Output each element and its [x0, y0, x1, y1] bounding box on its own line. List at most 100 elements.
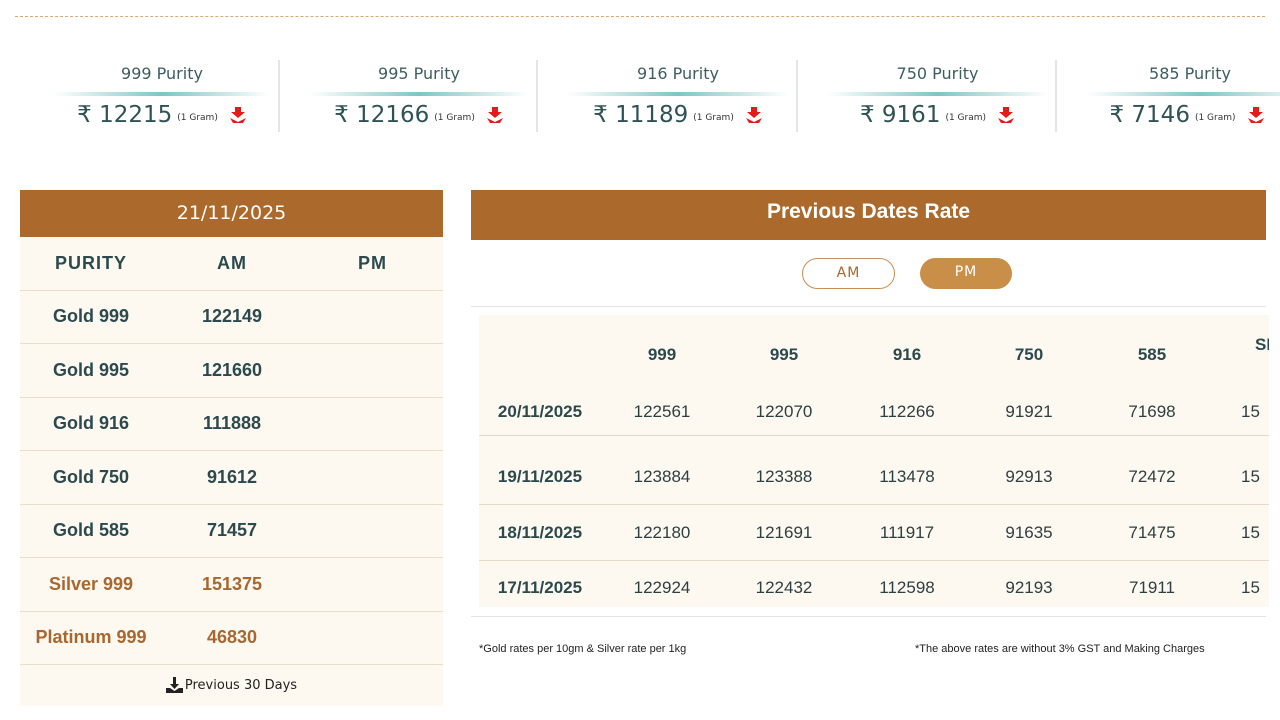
am-rate: 111888 [202, 413, 262, 434]
header-995: 995 [769, 345, 799, 364]
rate-value: 111917 [879, 522, 935, 542]
table-row: Silver 999 151375 [20, 558, 443, 612]
rate-value: 92193 [1005, 578, 1053, 598]
card-unit: (1 Gram) [177, 113, 218, 123]
rate-value: 112266 [879, 401, 935, 421]
trend-down-icon [229, 107, 246, 123]
trend-down-icon [486, 107, 503, 123]
header-silver: SIL [1255, 335, 1269, 354]
purity-label: Gold 585 [52, 520, 130, 541]
card-title: 750 Purity [896, 64, 979, 83]
purity-card-995: 995 Purity ₹ 12166 (1 Gram) [302, 60, 538, 132]
card-title: 995 Purity [378, 64, 460, 83]
purity-card-999: 999 Purity ₹ 12215 (1 Gram) [46, 60, 280, 132]
table-row: 18/11/2025 122180 121691 111917 91635 71475 15 [479, 506, 1269, 561]
rate-date: 18/11/2025 [497, 522, 583, 542]
card-title: 916 Purity [637, 64, 719, 83]
card-unit: (1 Gram) [945, 113, 987, 123]
card-title: 585 Purity [1149, 64, 1231, 83]
rate-value: 92913 [1005, 467, 1053, 487]
am-rate: 121660 [201, 359, 263, 380]
purity-label: Gold 995 [52, 359, 130, 380]
table-row: Gold 916 111888 [20, 398, 443, 451]
table-row: Gold 750 91612 [20, 451, 443, 505]
am-rate: 122149 [201, 306, 263, 327]
rate-value: 122924 [633, 578, 691, 598]
rate-value: 113478 [879, 467, 935, 487]
header-am: AM [217, 252, 247, 273]
rate-value: 121691 [755, 522, 813, 542]
purity-label: Gold 999 [52, 306, 130, 327]
table-row: Platinum 999 46830 [20, 612, 443, 665]
rate-value: 112598 [879, 578, 935, 598]
rate-value: 123388 [755, 467, 813, 487]
header-585: 585 [1137, 345, 1167, 364]
footnote-gst: *The above rates are without 3% GST and … [915, 643, 1205, 655]
header-pm: PM [358, 252, 387, 273]
card-price: ₹ 12166 [334, 102, 430, 128]
rate-value: 71475 [1128, 522, 1176, 542]
header-999: 999 [647, 345, 677, 364]
table-row: Gold 995 121660 [20, 344, 443, 398]
today-rates-table: 21/11/2025 PURITY AM PM Gold 999 122149 G… [20, 190, 443, 706]
dashed-divider [15, 16, 1265, 17]
card-price: ₹ 9161 [859, 102, 941, 128]
download-label: Previous 30 Days [184, 677, 298, 693]
table-header: 999 995 916 750 585 SIL 9 [479, 315, 1269, 395]
purity-card-750: 750 Purity ₹ 9161 (1 Gram) [820, 60, 1057, 132]
previous-dates-title: Previous Dates Rate [471, 190, 1266, 240]
table-row: Gold 585 71457 [20, 505, 443, 558]
rate-value: 122432 [755, 578, 813, 598]
purity-card-585: 585 Purity ₹ 7146 (1 Gram) [1080, 60, 1280, 132]
rate-value: 91921 [1005, 401, 1053, 421]
rate-value: 72472 [1128, 467, 1176, 487]
previous-dates-panel: Previous Dates Rate AM PM 999 995 916 75… [471, 190, 1280, 710]
previous-rates-table: 999 995 916 750 585 SIL 9 20/11/2025 1225… [479, 315, 1269, 607]
divider [471, 616, 1266, 617]
rate-value: 122180 [633, 522, 691, 542]
rate-value-silver: 15 [1241, 401, 1260, 421]
rate-value: 91635 [1005, 522, 1053, 542]
purity-label: Gold 916 [52, 413, 130, 434]
purity-label: Gold 750 [52, 466, 130, 487]
rate-date: 17/11/2025 [497, 578, 583, 598]
am-toggle-button[interactable]: AM [802, 258, 895, 289]
card-price: ₹ 11189 [593, 102, 689, 128]
purity-cards: 999 Purity ₹ 12215 (1 Gram) 995 Purity ₹ … [20, 56, 1280, 136]
trend-down-icon [745, 107, 762, 123]
rate-value: 122070 [755, 401, 813, 421]
card-price: ₹ 7146 [1109, 102, 1190, 128]
rate-value-silver: 15 [1241, 522, 1260, 542]
card-title: 999 Purity [121, 64, 203, 83]
am-rate: 46830 [206, 627, 258, 648]
trend-down-icon [1247, 107, 1264, 123]
rate-value: 71698 [1128, 401, 1176, 421]
header-purity: PURITY [54, 252, 127, 273]
table-row: Gold 999 122149 [20, 291, 443, 344]
rate-value: 122561 [633, 401, 691, 421]
card-unit: (1 Gram) [693, 113, 734, 123]
purity-label: Silver 999 [48, 573, 134, 594]
previous-30-days-link[interactable]: Previous 30 Days [20, 665, 443, 705]
rate-date: 20/11/2025 [497, 401, 583, 421]
rate-date: 19/11/2025 [497, 467, 583, 487]
purity-label: Platinum 999 [35, 627, 147, 648]
rate-value: 71911 [1128, 578, 1175, 598]
divider [471, 306, 1266, 307]
am-rate: 71457 [206, 520, 258, 541]
pm-toggle-button[interactable]: PM [920, 258, 1012, 289]
am-rate: 151375 [201, 573, 263, 594]
purity-card-916: 916 Purity ₹ 11189 (1 Gram) [560, 60, 798, 132]
table-row: 19/11/2025 123884 123388 113478 92913 72472 15 [479, 450, 1269, 506]
card-unit: (1 Gram) [434, 113, 475, 123]
download-icon [165, 677, 183, 693]
table-header: PURITY AM PM [20, 237, 443, 291]
card-unit: (1 Gram) [1194, 113, 1236, 123]
rate-value-silver: 15 [1241, 467, 1260, 487]
header-916: 916 [892, 345, 922, 364]
rate-value-silver: 15 [1241, 578, 1260, 598]
card-price: ₹ 12215 [77, 102, 173, 128]
trend-down-icon [998, 107, 1015, 123]
today-date: 21/11/2025 [20, 190, 443, 237]
table-row: 17/11/2025 122924 122432 112598 92193 71911 15 [479, 561, 1269, 607]
